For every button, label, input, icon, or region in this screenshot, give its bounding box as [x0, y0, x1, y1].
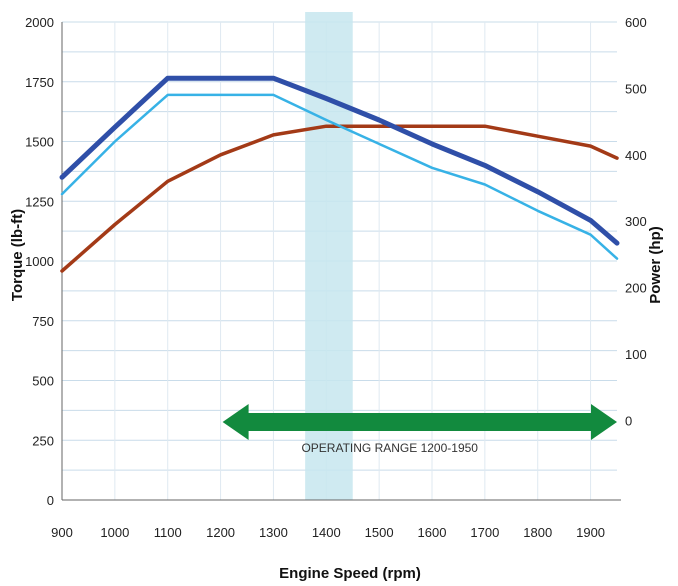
- y-right-tick-label: 200: [625, 281, 647, 296]
- y-right-tick-label: 600: [625, 15, 647, 30]
- series-line-2: [59, 75, 620, 246]
- x-tick-label: 1200: [206, 525, 235, 540]
- tick-labels: 900 1000 1100 1200 1300 1400 1500 1600 1700 1800 1…: [25, 15, 647, 540]
- x-tick-label: 900: [51, 525, 73, 540]
- y-right-tick-label: 100: [625, 347, 647, 362]
- operating-range-label: OPERATING RANGE 1200-1950: [301, 441, 478, 455]
- y-left-axis-title: Torque (lb-ft): [9, 209, 26, 301]
- x-tick-label: 1800: [523, 525, 552, 540]
- x-axis-title: Engine Speed (rpm): [279, 565, 421, 582]
- operating-range-layer: OPERATING RANGE 1200-1950: [222, 404, 617, 455]
- y-left-tick-label: 1000: [25, 254, 54, 269]
- y-right-tick-label: 400: [625, 148, 647, 163]
- x-tick-label: 1900: [576, 525, 605, 540]
- y-left-tick-label: 500: [32, 374, 54, 389]
- y-left-tick-label: 1750: [25, 75, 54, 90]
- x-tick-label: 1600: [418, 525, 447, 540]
- y-right-tick-label: 500: [625, 81, 647, 96]
- series-line-1: [60, 124, 619, 273]
- x-tick-label: 1300: [259, 525, 288, 540]
- y-right-axis-title: Power (hp): [647, 226, 664, 304]
- y-right-tick-label: 300: [625, 214, 647, 229]
- y-left-tick-label: 750: [32, 314, 54, 329]
- y-left-tick-label: 2000: [25, 15, 54, 30]
- x-tick-label: 1500: [365, 525, 394, 540]
- y-right-tick-label: 0: [625, 413, 632, 428]
- plot-frame: [61, 22, 621, 501]
- x-tick-label: 1700: [470, 525, 499, 540]
- series-line-3: [60, 93, 619, 260]
- x-tick-label: 1400: [312, 525, 341, 540]
- y-left-tick-label: 250: [32, 433, 54, 448]
- y-left-tick-label: 0: [47, 493, 54, 508]
- y-left-tick-label: 1250: [25, 194, 54, 209]
- y-left-tick-label: 1500: [25, 135, 54, 150]
- x-tick-label: 1000: [100, 525, 129, 540]
- x-tick-label: 1100: [154, 525, 182, 540]
- series-layer: [59, 75, 620, 273]
- operating-range-arrow: [222, 404, 617, 440]
